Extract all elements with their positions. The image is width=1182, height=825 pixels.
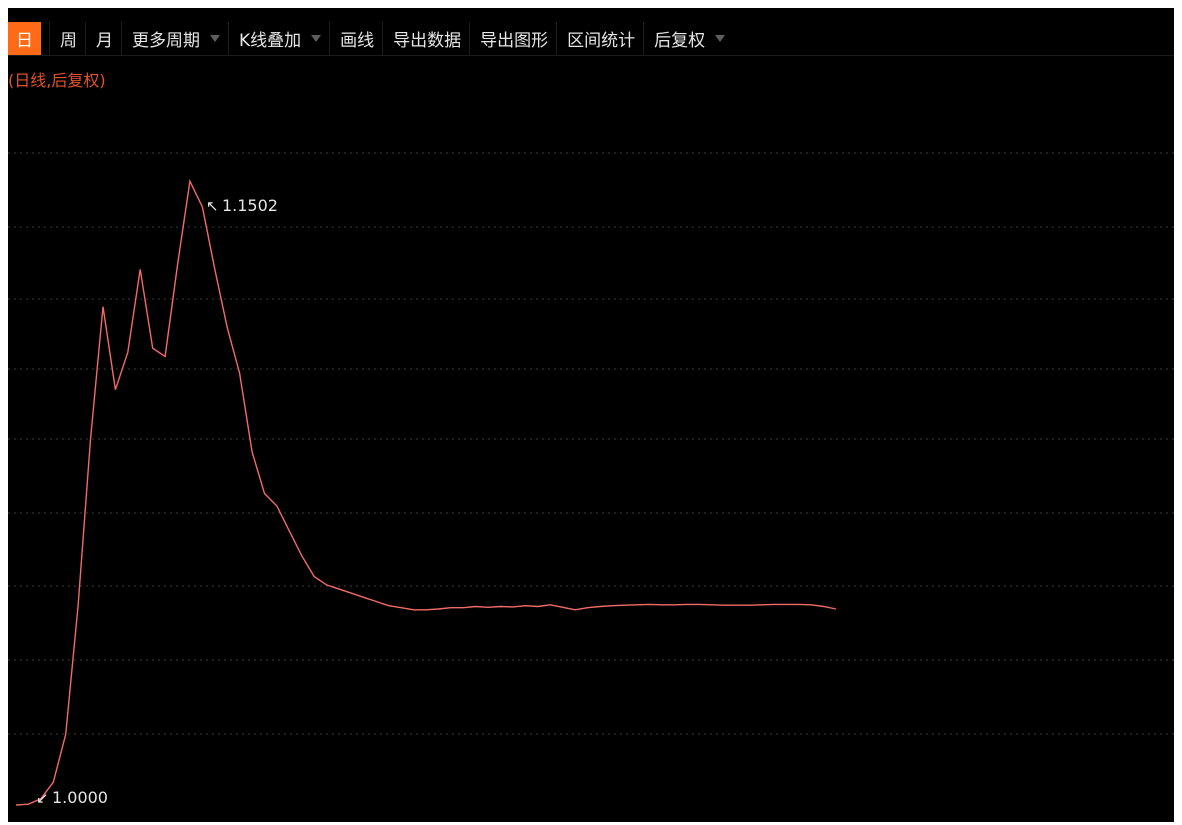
export-data-button[interactable]: 导出数据 [393,22,461,55]
max-price-label: 1.1502 [222,196,278,215]
toolbar-divider [382,22,384,55]
more-periods-menu[interactable]: 更多周期 [132,22,220,55]
toolbar-item-label: 更多周期 [132,31,200,51]
chart-subtitle: (日线,后复权) [8,71,106,90]
chevron-down-icon [210,35,220,42]
toolbar-item-label: 导出图形 [480,31,549,51]
arrow-down-left-icon: ↙ [36,789,49,807]
toolbar-item-label: 画线 [340,31,375,51]
tab-week[interactable]: 周 [60,22,77,55]
arrow-up-left-icon: ↖ [206,197,219,215]
toolbar-divider [643,22,645,55]
toolbar-item-label: K线叠加 [239,31,302,51]
export-image-button[interactable]: 导出图形 [480,22,548,55]
toolbar-divider [121,22,122,55]
toolbar-item-label: 日 [16,31,33,51]
toolbar-divider [228,22,229,55]
toolbar-item-label: 月 [96,31,113,51]
toolbar-divider [556,22,558,55]
toolbar-divider [469,22,471,55]
price-chart[interactable]: ↖ 1.1502 ↙ 1.0000 [8,8,1174,822]
toolbar-item-label: 区间统计 [567,31,636,51]
adjust-mode-menu[interactable]: 后复权 [654,22,726,55]
toolbar-item-label: 导出数据 [393,31,462,51]
kline-overlay-menu[interactable]: K线叠加 [239,22,322,55]
tab-day[interactable]: 日 [8,22,41,55]
kline-chart-panel: 日周月更多周期 K线叠加 画线 导出数据 导出图形 区间统计 后复权 (日线,后复权) ↖ 1… [8,8,1174,822]
toolbar-item-label: 周 [60,31,77,51]
toolbar-divider [329,22,331,55]
toolbar-divider [49,22,50,55]
draw-line-button[interactable]: 画线 [340,22,374,55]
min-price-label: 1.0000 [52,788,108,807]
chart-grid [8,152,1174,735]
toolbar-item-label: 后复权 [654,31,706,51]
period-toolbar: 日 周月更多周期 K线叠加 画线 导出数据 导出图形 区间统计 后复权 [8,22,1174,56]
chevron-down-icon [311,35,322,42]
price-series-line [15,178,837,806]
chart-annotations: ↖ 1.1502 ↙ 1.0000 [36,196,278,807]
toolbar-divider [85,22,86,55]
tab-month[interactable]: 月 [96,22,113,55]
chevron-down-icon [715,35,726,42]
range-stats-button[interactable]: 区间统计 [567,22,635,55]
